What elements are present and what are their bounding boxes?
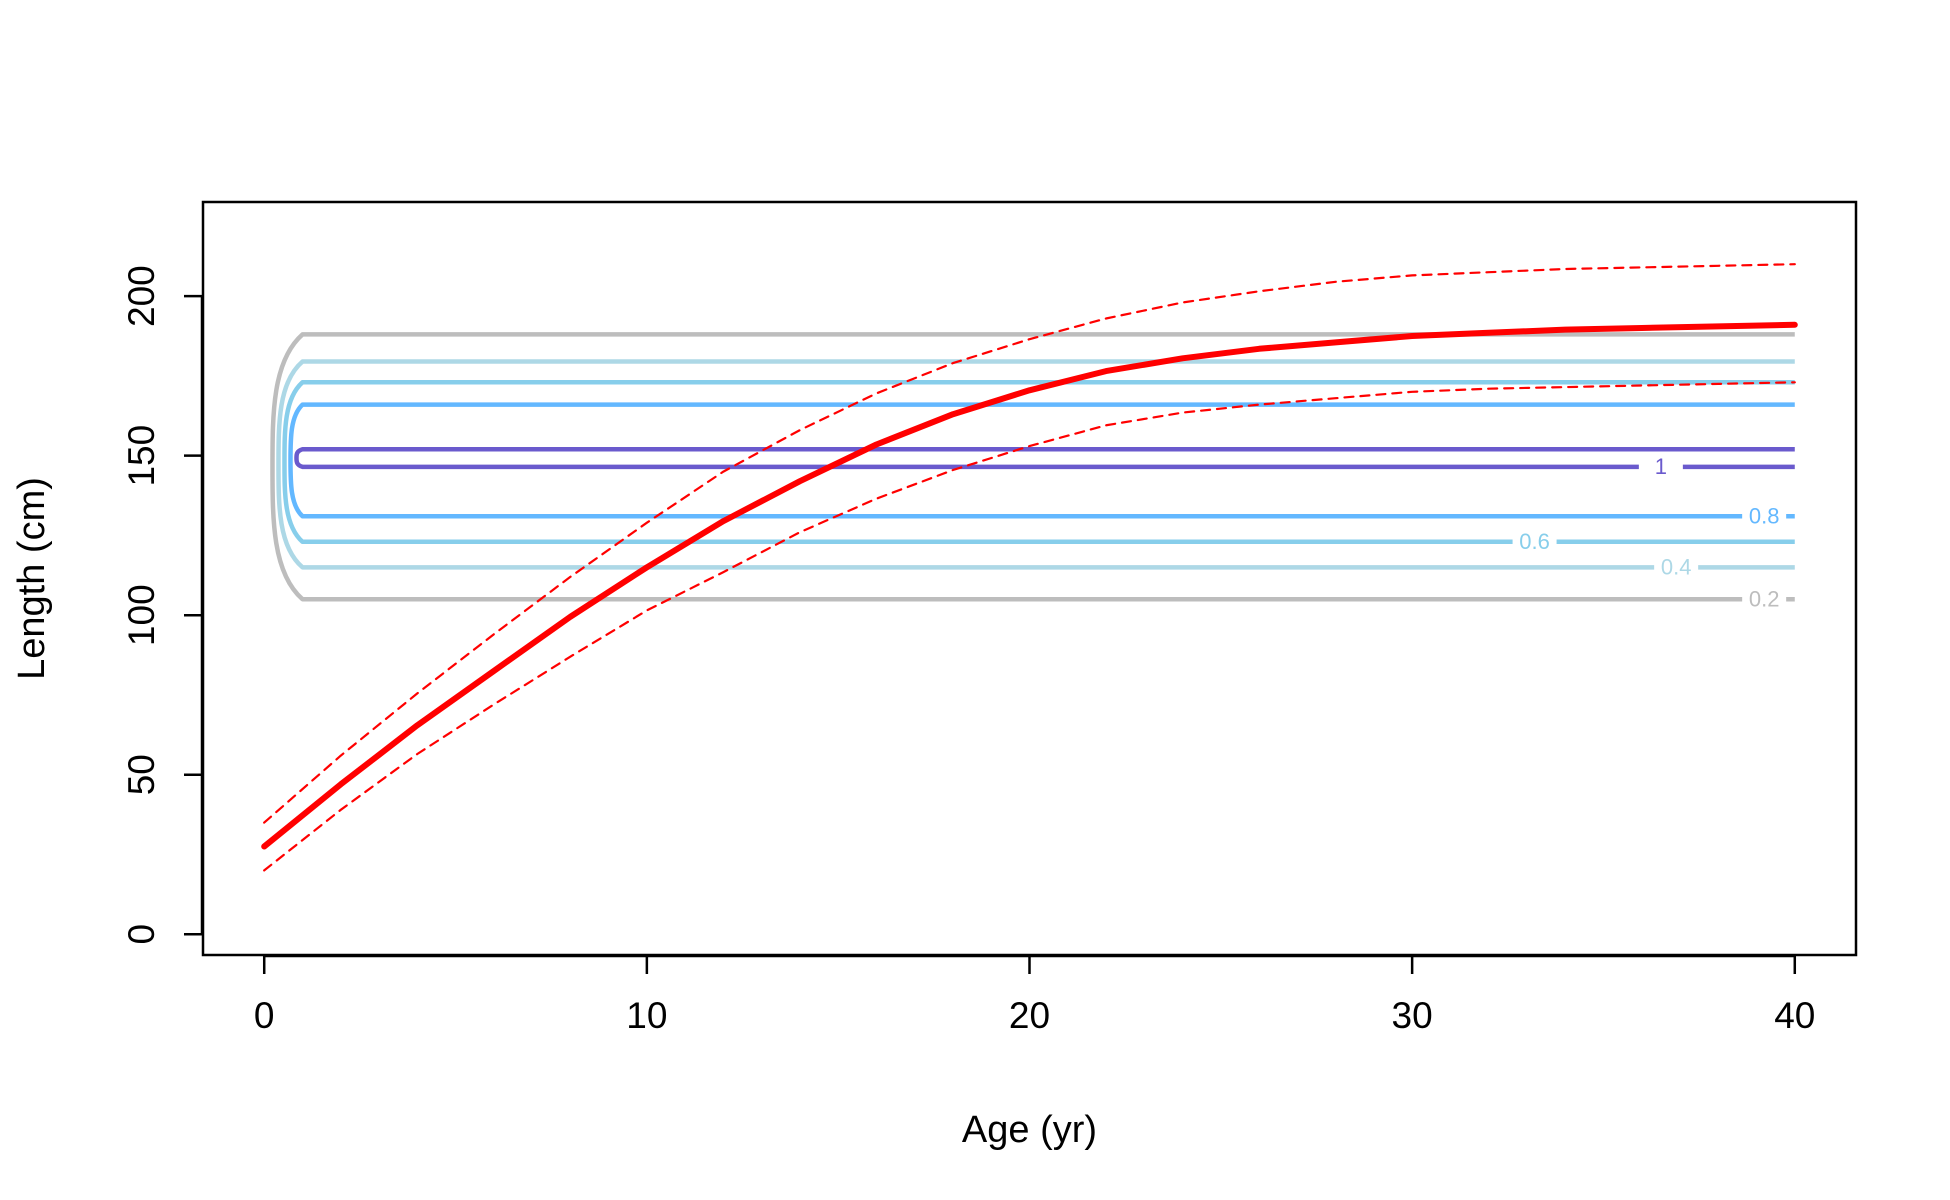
x-tick-label: 40: [1774, 995, 1815, 1036]
contour-line-0-8: [288, 402, 1795, 519]
y-tick-label: 150: [121, 425, 162, 487]
y-tick-label: 50: [121, 754, 162, 795]
contour-label-0-2: 0.2: [1749, 587, 1780, 612]
contour-label-0-8: 0.8: [1749, 504, 1780, 529]
x-tick-label: 0: [254, 995, 275, 1036]
y-tick-label: 0: [121, 924, 162, 945]
contour-label-0-4: 0.4: [1661, 555, 1692, 580]
contour-label-layer: 0.2 0.4 0.6 0.8 1: [1512, 454, 1787, 615]
contour-label-gap: [1654, 554, 1699, 583]
x-tick-label: 30: [1392, 995, 1433, 1036]
confidence-bound-line-1: [263, 263, 1796, 824]
plot-frame: [201, 200, 1858, 957]
axis-layer: 0 10 20 30 40 0 50 100 150 200: [121, 265, 1815, 1036]
contour-line-1: [294, 447, 1795, 470]
contour-label-gap: [1742, 586, 1787, 615]
y-tick-label: 200: [121, 265, 162, 327]
contour-line-0-6: [282, 380, 1795, 545]
confidence-bound-line-2: [263, 381, 1796, 872]
y-axis-title: Length (cm): [11, 477, 53, 680]
contour-label-gap: [1512, 529, 1557, 558]
contour-label-gap: [1742, 503, 1787, 532]
contour-label-0-6: 0.6: [1519, 529, 1550, 554]
contour-layer: [270, 332, 1795, 602]
x-axis-title: Age (yr): [962, 1109, 1097, 1151]
series-layer: [261, 263, 1798, 872]
y-tick-label: 100: [121, 584, 162, 646]
x-tick-label: 20: [1009, 995, 1050, 1036]
growth-curve-line: [261, 321, 1798, 850]
contour-line-0-4: [276, 359, 1795, 570]
contour-line-0-2: [270, 332, 1795, 602]
x-tick-label: 10: [626, 995, 667, 1036]
contour-label-gap: [1638, 454, 1683, 483]
contour-label-1: 1: [1655, 454, 1667, 479]
